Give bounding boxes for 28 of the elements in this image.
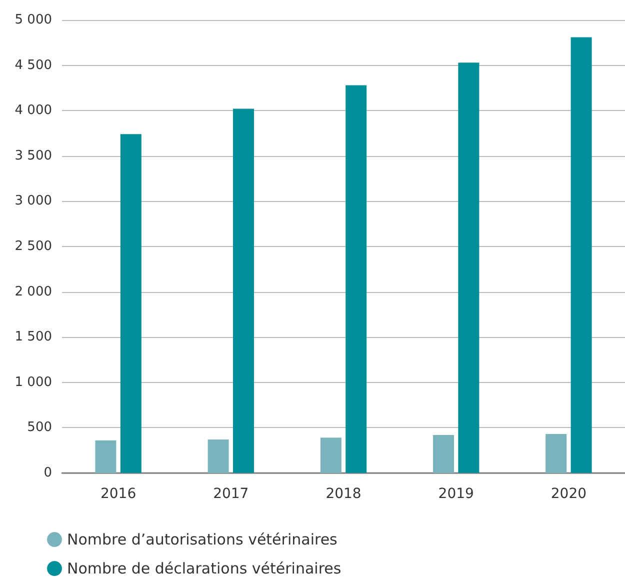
y-tick-label: 0: [44, 466, 52, 480]
bar: [346, 85, 367, 473]
y-tick-label: 4 500: [14, 58, 52, 73]
legend-label: Nombre de déclarations vétérinaires: [67, 560, 342, 578]
x-tick-label: 2016: [100, 486, 136, 502]
y-tick-label: 1 500: [14, 330, 52, 345]
bar: [95, 440, 116, 473]
x-tick-label: 2019: [438, 486, 474, 502]
y-tick-label: 5 000: [14, 12, 52, 28]
x-tick-label: 2020: [550, 486, 587, 502]
bar: [433, 434, 454, 473]
bar: [208, 439, 229, 473]
bar: [120, 134, 142, 473]
x-tick-label: 2017: [213, 486, 249, 502]
y-tick-label: 4 000: [14, 103, 52, 118]
y-tick-label: 1 000: [14, 374, 52, 390]
bar: [320, 438, 342, 473]
bar: [458, 62, 480, 473]
y-tick-label: 2 000: [14, 284, 52, 300]
legend-label: Nombre d’autorisations vétérinaires: [67, 530, 338, 548]
bar: [570, 37, 592, 473]
x-tick-label: 2018: [326, 486, 362, 502]
y-tick-label: 500: [27, 420, 52, 436]
bar: [546, 434, 567, 473]
y-tick-label: 3 000: [14, 194, 52, 209]
y-tick-label: 2 500: [14, 239, 52, 254]
y-tick-label: 3 500: [14, 148, 52, 164]
bar: [233, 108, 254, 473]
